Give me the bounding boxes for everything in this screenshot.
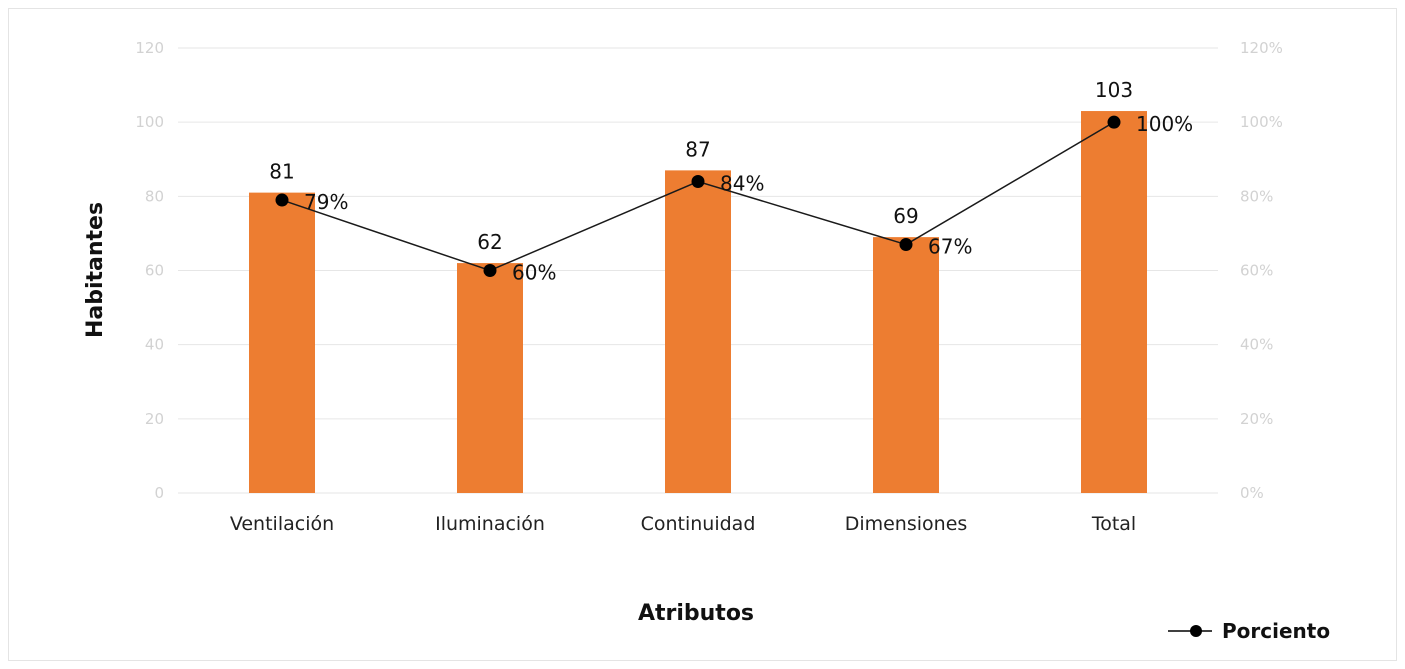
y2-tick-label: 20% [1240,410,1273,428]
y2-tick-label: 0% [1240,484,1264,502]
bar [249,192,315,493]
line-point [899,238,913,252]
legend: Porciento [1168,619,1330,643]
bar-value-label: 103 [1095,78,1133,102]
bar-value-label: 69 [893,204,918,228]
category-label: Continuidad [641,513,756,535]
category-label: Iluminación [435,513,545,535]
line-value-label: 79% [304,190,348,214]
y2-tick-label: 80% [1240,187,1273,205]
bar [665,170,731,493]
y2-tick-label: 40% [1240,336,1273,354]
category-label: Ventilación [230,513,334,535]
legend-dot-marker [1190,625,1202,637]
line-series: 79% 60% 84% 67% 100% [275,112,1193,285]
line-value-label: 100% [1136,112,1193,136]
legend-label-porciento: Porciento [1222,619,1330,643]
bar [873,237,939,493]
bar-value-label: 87 [685,137,710,161]
y-tick-label: 20 [145,410,164,428]
x-axis-title: Atributos [638,601,754,626]
y-tick-label: 80 [145,187,164,205]
y-tick-label: 60 [145,262,164,280]
bar-value-label: 81 [269,160,294,184]
y-tick-label: 120 [135,39,164,57]
line-value-label: 84% [720,172,764,196]
left-axis-ticks: 0 20 40 60 80 100 120 [135,39,164,502]
right-axis-ticks: 0% 20% 40% 60% 80% 100% 120% [1240,39,1283,502]
line-value-label: 67% [928,235,972,259]
y-tick-label: 40 [145,336,164,354]
bar-value-label: 62 [477,230,502,254]
category-label: Dimensiones [845,513,968,535]
line-point [275,193,289,207]
y2-tick-label: 60% [1240,262,1273,280]
line-point [1107,115,1121,129]
category-labels: Ventilación Iluminación Continuidad Dimensi… [230,513,1136,535]
bar [457,263,523,493]
category-label: Total [1091,513,1136,535]
y2-tick-label: 100% [1240,113,1283,131]
bar [1081,111,1147,494]
y-tick-label: 100 [135,113,164,131]
line-value-label: 60% [512,261,556,285]
bar-series: 81 62 87 69 103 [249,78,1147,494]
y2-tick-label: 120% [1240,39,1283,57]
line-point [483,264,497,277]
y-axis-title: Habitantes [83,202,108,338]
line-point [691,175,705,188]
y-tick-label: 0 [154,484,164,502]
